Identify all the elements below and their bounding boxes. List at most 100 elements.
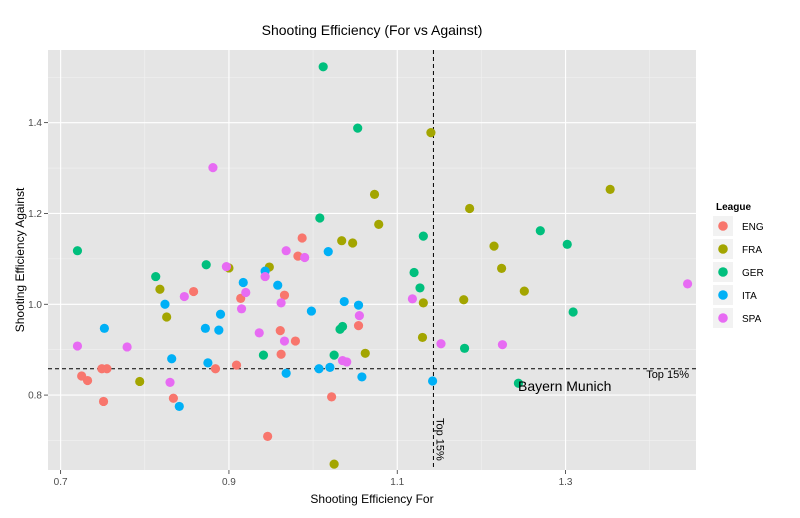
data-point-spa — [276, 298, 286, 308]
data-point-ger — [72, 246, 83, 256]
data-point-spa — [497, 340, 508, 350]
data-point-eng — [168, 393, 178, 403]
data-point-ita — [215, 309, 226, 319]
legend-key-spa — [718, 313, 728, 323]
data-point-spa — [260, 271, 270, 282]
y-tick-label: 0.8 — [28, 391, 42, 402]
data-point-spa — [436, 339, 446, 349]
data-point-eng — [276, 349, 286, 359]
data-point-spa — [281, 246, 291, 256]
data-point-spa — [682, 279, 693, 289]
data-point-fra — [519, 286, 529, 296]
y-axis: 0.8 1.0 1.2 1.4 — [28, 118, 48, 402]
data-point-ita — [427, 376, 438, 386]
data-point-spa — [354, 311, 364, 321]
major-gridlines — [48, 50, 696, 470]
data-point-eng — [353, 321, 364, 331]
data-point-ger — [535, 226, 545, 236]
data-point-eng — [279, 290, 290, 300]
x-axis: 0.7 0.9 1.1 1.3 — [54, 470, 573, 488]
legend-title: League — [716, 202, 751, 213]
x-tick-label: 1.3 — [559, 477, 573, 488]
legend-label-spa: SPA — [742, 314, 762, 325]
data-point-fra — [605, 184, 615, 194]
data-point-spa — [179, 291, 189, 302]
data-point-eng — [188, 286, 199, 297]
data-point-fra — [497, 263, 507, 273]
data-point-ger — [315, 213, 325, 223]
data-point-ita — [273, 280, 283, 290]
data-point-ger — [201, 260, 211, 270]
data-point-ger — [568, 307, 578, 317]
data-point-ita — [314, 364, 324, 374]
data-point-spa — [342, 357, 352, 367]
data-point-spa — [407, 294, 417, 304]
reference-lines — [48, 50, 696, 470]
data-point-ger — [329, 350, 339, 360]
annotation-top-15-horizontal: Top 15% — [646, 369, 689, 381]
data-point-spa — [122, 342, 132, 352]
data-point-ger — [459, 343, 470, 353]
data-point-fra — [162, 312, 172, 322]
data-point-spa — [208, 163, 218, 173]
data-point-fra — [348, 238, 358, 248]
legend-key-fra — [718, 244, 728, 254]
data-point-spa — [279, 336, 290, 346]
minor-gridlines — [48, 50, 696, 470]
data-point-fra — [459, 295, 469, 305]
data-point-spa — [300, 252, 310, 263]
data-point-ger — [415, 283, 425, 293]
chart-title: Shooting Efficiency (For vs Against) — [262, 22, 483, 38]
data-point-fra — [155, 284, 165, 294]
data-point-spa — [165, 377, 175, 387]
data-point-fra — [374, 219, 384, 229]
data-point-ita — [353, 300, 364, 310]
data-point-ger — [513, 378, 524, 388]
x-tick-label: 0.9 — [222, 477, 236, 488]
data-point-eng — [275, 326, 285, 336]
x-tick-label: 1.1 — [390, 477, 404, 488]
legend-key-eng — [718, 221, 728, 231]
data-point-ger — [258, 350, 269, 360]
data-point-eng — [327, 392, 337, 402]
data-point-fra — [426, 128, 436, 138]
y-tick-label: 1.2 — [28, 209, 42, 220]
data-point-fra — [135, 376, 145, 387]
data-point-eng — [210, 364, 221, 374]
data-point-spa — [236, 304, 247, 314]
data-point-spa — [241, 287, 251, 298]
data-point-ita — [325, 362, 335, 372]
data-point-ita — [306, 306, 317, 316]
data-point-fra — [417, 332, 428, 343]
data-point-eng — [82, 375, 93, 386]
y-axis-title: Shooting Efficiency Against — [13, 187, 27, 332]
data-points — [72, 62, 693, 469]
data-point-spa — [72, 341, 83, 351]
data-point-ita — [281, 368, 291, 378]
legend: League ENG FRA GER ITA SPA — [713, 202, 764, 328]
data-point-eng — [102, 364, 112, 374]
x-tick-label: 0.7 — [54, 477, 68, 488]
data-point-eng — [297, 233, 307, 243]
plot-panel — [48, 50, 696, 470]
data-point-ita — [99, 323, 109, 333]
data-point-ita — [357, 372, 367, 382]
data-point-ita — [200, 323, 210, 333]
annotation-bayern-munich: Bayern Munich — [518, 378, 611, 394]
data-point-ger — [418, 231, 428, 241]
legend-key-ger — [718, 267, 728, 277]
annotation-top-15-vertical: Top 15% — [433, 418, 445, 461]
y-tick-label: 1.4 — [28, 118, 42, 129]
data-point-spa — [254, 328, 264, 338]
data-point-ger — [318, 62, 328, 72]
data-point-ita — [203, 358, 213, 368]
data-point-fra — [329, 459, 339, 469]
data-point-ita — [167, 354, 177, 364]
data-point-ger — [353, 123, 363, 133]
y-tick-label: 1.0 — [28, 300, 42, 311]
data-point-eng — [231, 360, 242, 370]
data-point-eng — [263, 431, 273, 441]
data-point-ger — [151, 271, 161, 282]
legend-key-ita — [718, 290, 728, 300]
